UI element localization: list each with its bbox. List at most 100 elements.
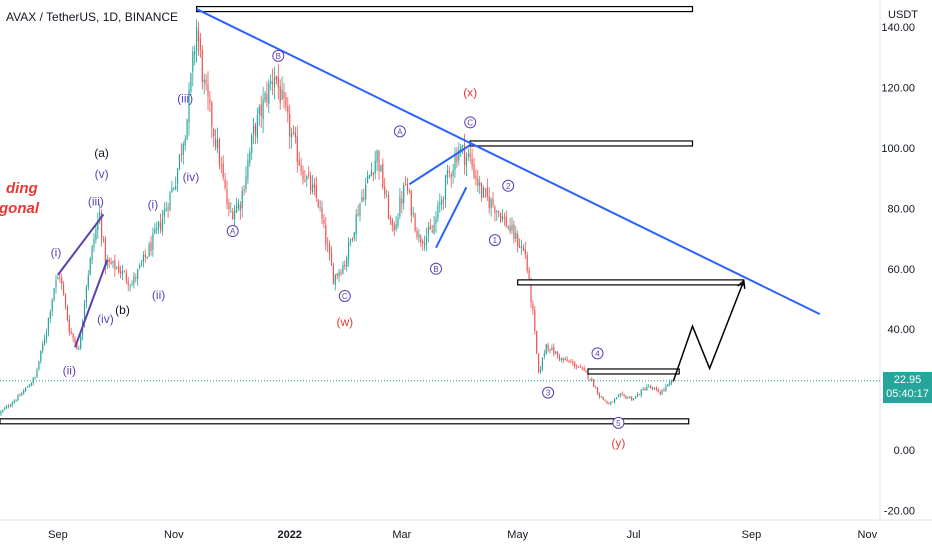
candle-body <box>484 188 486 190</box>
candle-body <box>665 386 667 391</box>
candle-body <box>410 190 412 216</box>
circled-wave-label: A <box>226 225 239 238</box>
candle-body <box>207 84 209 97</box>
candle-body <box>15 400 17 402</box>
candle-body <box>477 179 479 186</box>
candle-body <box>623 394 625 396</box>
candle-body <box>524 249 526 255</box>
candle-body <box>566 359 568 362</box>
candle-body <box>152 233 154 250</box>
candle-body <box>296 136 298 162</box>
annotation-text: gonal <box>0 200 40 217</box>
candle-body <box>218 139 220 165</box>
candle-body <box>574 362 576 367</box>
trendline <box>408 144 471 186</box>
candle-body <box>515 232 517 239</box>
candle-body <box>247 160 249 179</box>
candle-body <box>158 221 160 228</box>
candle-body <box>298 160 300 166</box>
wave-circle <box>542 386 555 399</box>
candle-body <box>44 339 46 344</box>
wave-circle <box>591 347 604 360</box>
candle-body <box>83 303 86 322</box>
candle-body <box>329 244 331 254</box>
candle-body <box>380 165 382 172</box>
candle-body <box>325 225 327 245</box>
candle-body <box>617 395 619 398</box>
candle-body <box>367 176 369 184</box>
candle-body <box>55 280 57 288</box>
candle-body <box>560 358 562 361</box>
candle-body <box>235 205 238 213</box>
candle-body <box>123 271 125 273</box>
candle-body <box>655 388 657 390</box>
candle-body <box>226 189 228 205</box>
x-tick-label: Nov <box>858 529 878 541</box>
wave-label: (iii) <box>88 194 104 208</box>
candles-group <box>0 19 675 417</box>
y-tick-label: -20.00 <box>884 505 915 517</box>
trendline <box>435 186 468 249</box>
wave-circle-text: 1 <box>493 236 498 245</box>
candle-body <box>481 183 483 198</box>
candle-body <box>209 99 211 103</box>
candle-body <box>408 191 410 193</box>
candle-body <box>19 395 21 396</box>
candle-body <box>636 394 638 397</box>
candle-body <box>543 353 545 357</box>
candle-body <box>186 119 188 140</box>
candle-body <box>70 331 72 334</box>
y-tick-label: 60.00 <box>887 264 915 276</box>
candle-body <box>387 195 390 219</box>
candle-body <box>416 230 418 237</box>
candle-body <box>254 124 257 136</box>
wave-circle-text: 5 <box>616 419 621 428</box>
candle-body <box>258 107 260 115</box>
candle-body <box>374 160 376 174</box>
candle-body <box>572 362 574 364</box>
candle-body <box>38 361 40 370</box>
candle-body <box>564 358 566 361</box>
candle-body <box>539 369 542 373</box>
candle-body <box>406 183 409 191</box>
candle-body <box>178 154 181 169</box>
candle-body <box>661 390 663 394</box>
candle-body <box>169 192 171 211</box>
candle-body <box>273 77 276 87</box>
candle-body <box>64 294 67 306</box>
wave-circle-text: 4 <box>595 349 600 358</box>
candle-body <box>439 202 441 205</box>
candle-body <box>431 230 433 233</box>
candle-body <box>292 131 295 134</box>
wave-circle <box>430 262 442 275</box>
candle-body <box>11 403 13 406</box>
candle-body <box>237 202 239 208</box>
candle-body <box>306 175 308 180</box>
candle-body <box>36 369 38 377</box>
candle-body <box>551 346 553 351</box>
candle-body <box>583 368 585 371</box>
candle-body <box>135 277 137 279</box>
candle-body <box>6 406 8 409</box>
candle-body <box>338 271 340 277</box>
candle-body <box>585 370 587 373</box>
candle-body <box>121 270 124 275</box>
candle-body <box>131 283 133 286</box>
candle-body <box>270 80 272 85</box>
wave-circle <box>502 179 515 192</box>
candle-body <box>340 272 342 275</box>
candle-body <box>557 351 559 356</box>
candle-body <box>216 139 219 149</box>
candle-body <box>118 266 120 273</box>
candle-body <box>405 183 407 186</box>
projection-path <box>672 280 745 381</box>
wave-label: (i) <box>51 246 62 260</box>
candle-body <box>146 256 148 258</box>
candle-body <box>205 79 207 85</box>
wave-label: (y) <box>611 436 625 450</box>
wave-label: (b) <box>115 303 130 317</box>
candle-body <box>494 207 496 214</box>
candle-body <box>562 357 564 360</box>
